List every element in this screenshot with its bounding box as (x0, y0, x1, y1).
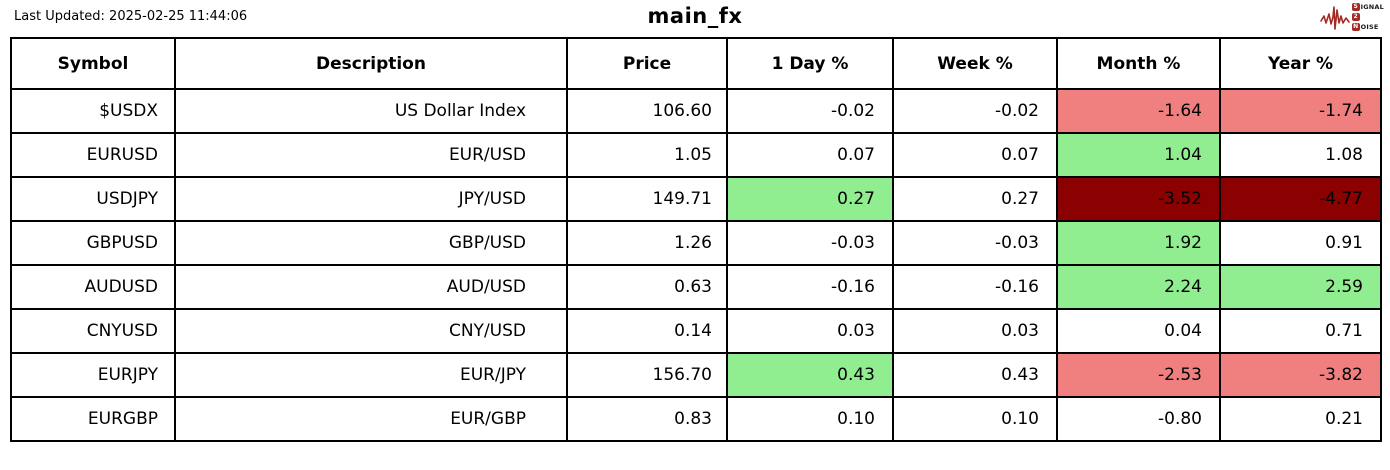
cell-year-pct: 0.21 (1219, 396, 1382, 442)
logo-letterbox-2: 2 (1351, 13, 1360, 21)
cell-week-pct: -0.16 (892, 264, 1058, 310)
cell-price: 0.63 (566, 264, 728, 310)
logo-letterbox-n: N (1351, 23, 1360, 31)
cell-day-pct: -0.03 (726, 220, 894, 266)
cell-week-pct: 0.43 (892, 352, 1058, 398)
cell-day-pct: 0.03 (726, 308, 894, 354)
table-row-cnyusd: CNYUSD CNY/USD 0.14 0.03 0.03 0.04 0.71 (10, 308, 1382, 354)
table-header-row: Symbol Description Price 1 Day % Week % … (10, 37, 1382, 90)
logo-letterbox-s: S (1351, 3, 1360, 11)
cell-week-pct: 0.07 (892, 132, 1058, 178)
cell-symbol: EURGBP (10, 396, 176, 442)
cell-description: JPY/USD (174, 176, 568, 222)
cell-month-pct: 1.92 (1056, 220, 1221, 266)
col-header-year-pct: Year % (1219, 37, 1382, 90)
cell-year-pct: -4.77 (1219, 176, 1382, 222)
cell-price: 156.70 (566, 352, 728, 398)
signal2noise-logo: S IGNAL 2 N OISE (1319, 2, 1384, 32)
table-row-gbpusd: GBPUSD GBP/USD 1.26 -0.03 -0.03 1.92 0.91 (10, 220, 1382, 266)
cell-week-pct: -0.02 (892, 88, 1058, 134)
cell-description: CNY/USD (174, 308, 568, 354)
col-header-1day-pct: 1 Day % (726, 37, 894, 90)
cell-month-pct: -2.53 (1056, 352, 1221, 398)
cell-description: EUR/GBP (174, 396, 568, 442)
cell-price: 1.05 (566, 132, 728, 178)
cell-price: 106.60 (566, 88, 728, 134)
cell-symbol: USDJPY (10, 176, 176, 222)
cell-description: EUR/USD (174, 132, 568, 178)
col-header-month-pct: Month % (1056, 37, 1221, 90)
cell-description: EUR/JPY (174, 352, 568, 398)
logo-text: S IGNAL 2 N OISE (1351, 2, 1384, 32)
logo-line-noise: N OISE (1351, 22, 1379, 31)
cell-description: GBP/USD (174, 220, 568, 266)
col-header-week-pct: Week % (892, 37, 1058, 90)
cell-day-pct: 0.43 (726, 352, 894, 398)
cell-year-pct: 2.59 (1219, 264, 1382, 310)
cell-year-pct: 0.91 (1219, 220, 1382, 266)
cell-price: 1.26 (566, 220, 728, 266)
cell-year-pct: 1.08 (1219, 132, 1382, 178)
table-row-eurjpy: EURJPY EUR/JPY 156.70 0.43 0.43 -2.53 -3.82 (10, 352, 1382, 398)
table-row-eurusd: EURUSD EUR/USD 1.05 0.07 0.07 1.04 1.08 (10, 132, 1382, 178)
last-updated-timestamp: Last Updated: 2025-02-25 11:44:06 (14, 9, 248, 24)
cell-symbol: EURJPY (10, 352, 176, 398)
cell-price: 0.83 (566, 396, 728, 442)
cell-description: AUD/USD (174, 264, 568, 310)
table-row-usdx: $USDX US Dollar Index 106.60 -0.02 -0.02 -1.6… (10, 88, 1382, 134)
cell-week-pct: -0.03 (892, 220, 1058, 266)
cell-day-pct: -0.16 (726, 264, 894, 310)
cell-symbol: GBPUSD (10, 220, 176, 266)
cell-year-pct: -1.74 (1219, 88, 1382, 134)
cell-month-pct: 1.04 (1056, 132, 1221, 178)
cell-week-pct: 0.03 (892, 308, 1058, 354)
logo-line-signal: S IGNAL (1351, 2, 1384, 11)
cell-month-pct: -0.80 (1056, 396, 1221, 442)
cell-symbol: $USDX (10, 88, 176, 134)
table-row-audusd: AUDUSD AUD/USD 0.63 -0.16 -0.16 2.24 2.59 (10, 264, 1382, 310)
col-header-symbol: Symbol (10, 37, 176, 90)
cell-month-pct: 2.24 (1056, 264, 1221, 310)
cell-year-pct: -3.82 (1219, 352, 1382, 398)
col-header-price: Price (566, 37, 728, 90)
cell-week-pct: 0.10 (892, 396, 1058, 442)
page-title: main_fx (647, 4, 743, 28)
cell-year-pct: 0.71 (1219, 308, 1382, 354)
table-row-usdjpy: USDJPY JPY/USD 149.71 0.27 0.27 -3.52 -4.77 (10, 176, 1382, 222)
cell-month-pct: -1.64 (1056, 88, 1221, 134)
cell-price: 0.14 (566, 308, 728, 354)
cell-day-pct: 0.07 (726, 132, 894, 178)
cell-month-pct: -3.52 (1056, 176, 1221, 222)
logo-line-2: 2 (1351, 13, 1384, 22)
fx-table: Symbol Description Price 1 Day % Week % … (10, 37, 1382, 442)
waveform-icon (1319, 6, 1350, 30)
cell-symbol: CNYUSD (10, 308, 176, 354)
cell-day-pct: -0.02 (726, 88, 894, 134)
cell-description: US Dollar Index (174, 88, 568, 134)
cell-symbol: AUDUSD (10, 264, 176, 310)
cell-symbol: EURUSD (10, 132, 176, 178)
cell-price: 149.71 (566, 176, 728, 222)
cell-day-pct: 0.10 (726, 396, 894, 442)
cell-week-pct: 0.27 (892, 176, 1058, 222)
table-row-eurgbp: EURGBP EUR/GBP 0.83 0.10 0.10 -0.80 0.21 (10, 396, 1382, 442)
top-bar: Last Updated: 2025-02-25 11:44:06 main_f… (0, 0, 1390, 36)
cell-month-pct: 0.04 (1056, 308, 1221, 354)
col-header-description: Description (174, 37, 568, 90)
cell-day-pct: 0.27 (726, 176, 894, 222)
